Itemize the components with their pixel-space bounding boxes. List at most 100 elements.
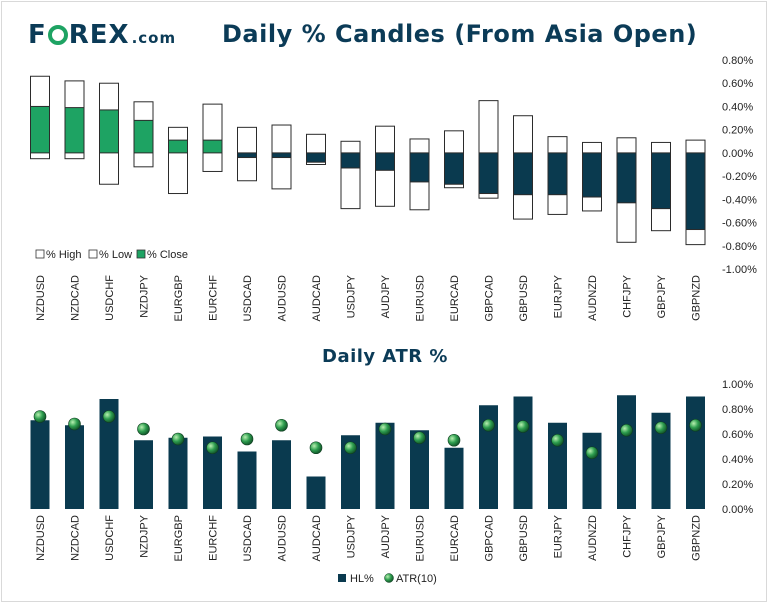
atr-y-tick: 0.60%	[722, 429, 753, 441]
atr-marker-nzdusd	[33, 410, 47, 423]
candle-legend-label: % Low	[99, 249, 132, 261]
atr-y-tick: 0.00%	[722, 504, 753, 516]
candle-y-tick: -1.00%	[722, 264, 757, 276]
atr-category-label: AUDNZD	[587, 515, 599, 561]
atr-bar-nzdusd	[30, 420, 50, 509]
atr-bar-audnzd	[582, 432, 602, 509]
candle-close-usdcad	[237, 152, 257, 159]
atr-category-label: USDCAD	[242, 515, 254, 562]
atr-bar-audjpy	[375, 422, 395, 509]
atr-category-label: GBPCAD	[484, 515, 496, 562]
candle-close-eurjpy	[547, 152, 568, 196]
atr-bar-audcad	[306, 476, 326, 509]
atr-marker-eurusd	[413, 431, 426, 445]
candle-range-eurchf	[202, 103, 223, 172]
candle-y-tick: -0.60%	[722, 218, 757, 230]
atr-bar-eurgbp	[168, 437, 188, 509]
atr-bar-gbpjpy	[651, 412, 671, 509]
atr-category-label: AUDJPY	[380, 514, 392, 558]
atr-bar-eurcad	[444, 447, 464, 509]
atr-legend-swatch-hl	[338, 574, 346, 582]
candle-legend-swatch	[88, 249, 98, 259]
candle-close-gbpusd	[513, 152, 533, 196]
candle-y-tick: 0.60%	[722, 78, 753, 90]
candle-legend-label: % Close	[147, 249, 188, 261]
atr-marker-audcad	[309, 441, 323, 455]
candle-category-label: EURCHF	[208, 275, 220, 321]
atr-y-tick: 0.80%	[722, 404, 753, 416]
atr-category-label: NZDJPY	[139, 514, 151, 557]
atr-marker-nzdcad	[68, 417, 81, 431]
atr-marker-audnzd	[585, 446, 599, 460]
atr-category-label: AUDCAD	[311, 515, 323, 562]
atr-bar-nzdcad	[65, 425, 84, 509]
atr-bar-usdcad	[237, 451, 257, 509]
candle-category-label: GBPCAD	[484, 275, 496, 322]
atr-marker-nzdjpy	[137, 422, 150, 436]
atr-bar-usdchf	[99, 399, 119, 509]
atr-y-tick: 0.40%	[722, 454, 753, 466]
candle-category-label: USDCAD	[242, 275, 254, 322]
atr-category-label: USDJPY	[346, 514, 358, 558]
candle-close-gbpjpy	[651, 152, 671, 210]
candle-close-eurcad	[444, 152, 464, 185]
atr-marker-usdjpy	[344, 441, 357, 455]
candle-close-audusd	[271, 152, 292, 159]
candle-close-eurgbp	[168, 139, 188, 154]
candle-y-tick: -0.20%	[722, 171, 757, 183]
forex-logo: F REX .com	[28, 20, 176, 50]
atr-category-label: CHFJPY	[622, 514, 634, 557]
atr-legend-swatch-marker	[384, 573, 394, 583]
logo-letter-f: F	[28, 20, 47, 50]
candle-legend-label: % High	[46, 249, 81, 261]
atr-marker-audjpy	[378, 422, 392, 436]
atr-bar-chfjpy	[617, 395, 636, 509]
candle-category-label: NZDUSD	[35, 275, 47, 321]
candle-category-label: EURGBP	[173, 275, 185, 321]
candle-category-label: AUDUSD	[277, 275, 289, 322]
candle-category-label: NZDCAD	[70, 275, 82, 321]
candle-category-label: EURCAD	[449, 275, 461, 322]
candle-category-label: AUDJPY	[380, 274, 392, 318]
atr-category-label: NZDCAD	[70, 515, 82, 561]
candle-close-usdjpy	[340, 152, 361, 169]
candle-category-label: GBPJPY	[656, 274, 668, 318]
candle-legend-swatch	[136, 249, 146, 259]
atr-chart-title: Daily ATR %	[322, 346, 448, 367]
candle-category-label: USDJPY	[346, 274, 358, 318]
candle-category-label: EURJPY	[553, 274, 565, 318]
atr-marker-eurjpy	[551, 433, 564, 447]
candle-legend-swatch	[35, 249, 45, 259]
candles-chart-title: Daily % Candles (From Asia Open)	[222, 20, 698, 48]
atr-bar-usdjpy	[341, 435, 360, 509]
atr-category-label: EURCHF	[208, 515, 220, 561]
atr-marker-usdcad	[240, 432, 254, 446]
atr-y-tick: 0.20%	[722, 479, 753, 491]
candle-close-eurchf	[202, 139, 223, 154]
candle-category-label: AUDNZD	[587, 275, 599, 321]
atr-bar-gbpcad	[479, 405, 498, 509]
atr-category-label: EURGBP	[173, 515, 185, 561]
atr-category-label: USDCHF	[104, 515, 116, 561]
atr-bar-audusd	[272, 440, 291, 509]
atr-category-label: GBPJPY	[656, 514, 668, 558]
atr-y-tick: 1.00%	[722, 379, 753, 391]
atr-category-label: GBPUSD	[518, 515, 530, 562]
atr-category-label: NZDUSD	[35, 515, 47, 561]
atr-legend-label: ATR(10)	[396, 573, 437, 585]
atr-marker-chfjpy	[620, 423, 633, 437]
atr-bar-gbpnzd	[686, 396, 705, 509]
atr-legend-label: HL%	[350, 573, 374, 585]
atr-category-label: EURCAD	[449, 515, 461, 562]
candle-close-nzdcad	[64, 107, 85, 154]
atr-category-label: GBPNZD	[691, 515, 703, 561]
candle-y-tick: 0.40%	[722, 101, 753, 113]
candle-y-tick: 0.00%	[722, 148, 753, 160]
candle-close-gbpnzd	[685, 152, 706, 231]
candle-y-tick: 0.20%	[722, 125, 753, 137]
candle-range-usdjpy	[340, 140, 361, 210]
candle-range-eurgbp	[168, 126, 188, 195]
atr-marker-gbpnzd	[689, 418, 702, 432]
logo-letters-rex: REX	[68, 20, 130, 50]
